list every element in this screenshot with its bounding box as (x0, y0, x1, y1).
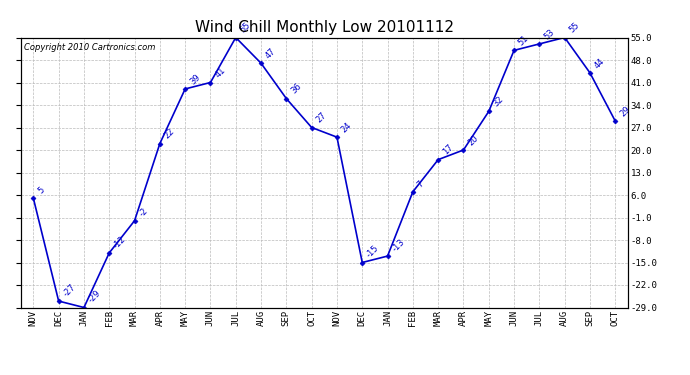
Text: 32: 32 (491, 95, 505, 109)
Text: 22: 22 (163, 127, 177, 141)
Text: Copyright 2010 Cartronics.com: Copyright 2010 Cartronics.com (23, 43, 155, 52)
Text: 51: 51 (517, 34, 531, 48)
Text: 41: 41 (213, 66, 227, 80)
Text: 36: 36 (289, 82, 303, 96)
Text: -12: -12 (112, 234, 128, 250)
Text: 55: 55 (567, 21, 581, 35)
Text: -13: -13 (391, 237, 406, 253)
Text: -29: -29 (87, 289, 103, 305)
Text: -15: -15 (365, 244, 381, 260)
Text: 5: 5 (36, 185, 46, 195)
Text: 47: 47 (264, 46, 277, 60)
Text: 44: 44 (593, 56, 607, 70)
Text: 53: 53 (542, 27, 556, 41)
Text: 27: 27 (315, 111, 328, 125)
Text: -2: -2 (137, 206, 150, 218)
Text: 29: 29 (618, 105, 632, 118)
Text: 20: 20 (466, 134, 480, 147)
Text: 17: 17 (441, 143, 455, 157)
Text: 7: 7 (415, 179, 426, 189)
Title: Wind Chill Monthly Low 20101112: Wind Chill Monthly Low 20101112 (195, 20, 454, 35)
Text: 39: 39 (188, 72, 201, 86)
Text: -27: -27 (61, 282, 77, 298)
Text: 55: 55 (239, 21, 253, 35)
Text: 24: 24 (339, 121, 353, 134)
